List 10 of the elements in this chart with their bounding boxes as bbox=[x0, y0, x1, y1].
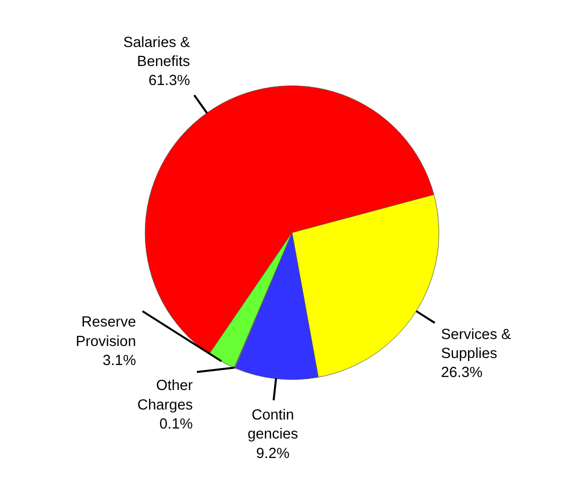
data-label: 9.2% bbox=[256, 446, 290, 462]
slice-label: Services & Supplies bbox=[440, 326, 512, 362]
data-label: 61.3% bbox=[148, 73, 190, 90]
data-label: 0.1% bbox=[159, 416, 193, 432]
slice-label: Salaries & Benefits bbox=[123, 34, 190, 70]
data-label: 3.1% bbox=[102, 353, 136, 369]
slice-label: Reserve Provision bbox=[76, 314, 136, 350]
slice-label: Contin gencies bbox=[248, 408, 298, 443]
slice-label: Other Charges bbox=[137, 378, 193, 414]
data-label: 26.3% bbox=[440, 365, 483, 382]
